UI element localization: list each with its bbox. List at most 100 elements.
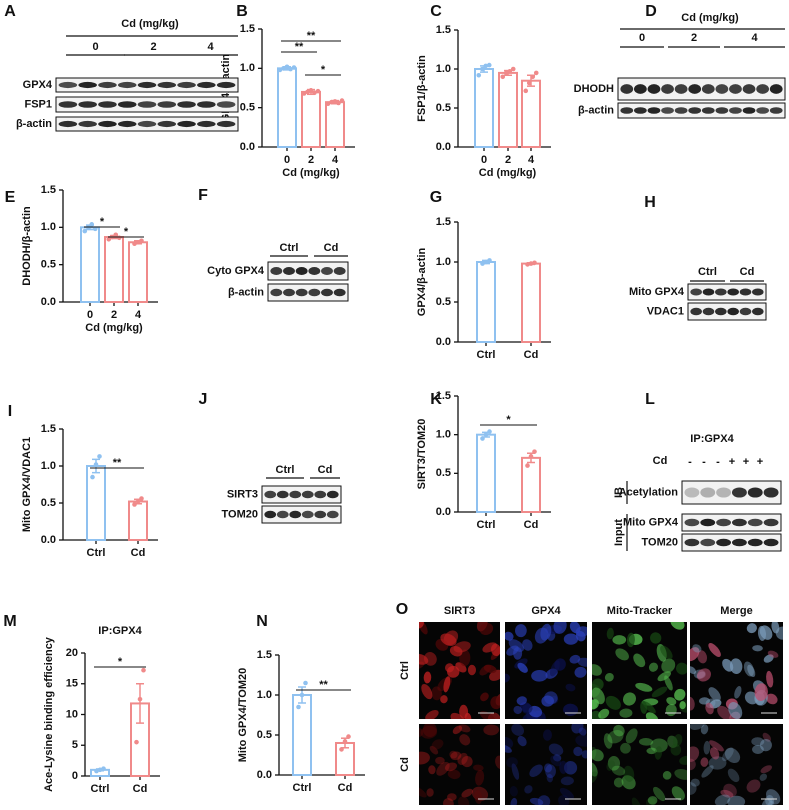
cell [540, 623, 552, 641]
y-tick-label: 1.0 [41, 460, 56, 472]
cell [708, 687, 721, 702]
cell [622, 692, 637, 706]
blot-band [769, 107, 783, 114]
y-tick-label: 1.0 [436, 63, 451, 75]
cell [443, 798, 454, 805]
blot-band [314, 490, 327, 499]
cell [515, 624, 527, 638]
panel-label: O [396, 601, 408, 618]
cell [431, 739, 444, 750]
cell [761, 798, 773, 805]
data-point [503, 70, 509, 76]
blot-band [702, 307, 715, 316]
data-point [277, 67, 283, 73]
blot-band [727, 307, 739, 316]
data-point [339, 98, 345, 103]
bar [128, 500, 148, 541]
cell [760, 765, 772, 774]
cell [700, 757, 709, 767]
data-point [113, 232, 119, 238]
cell [419, 728, 424, 737]
y-tick-label: 1.0 [240, 62, 255, 74]
cell [419, 653, 429, 665]
data-point [303, 680, 308, 686]
blot-band [763, 518, 779, 527]
data-point [487, 429, 492, 434]
data-point [101, 766, 106, 771]
y-tick-label: 0.0 [257, 769, 272, 781]
cell [620, 742, 631, 754]
cell [516, 696, 527, 706]
cell [578, 727, 587, 736]
cell [762, 732, 772, 742]
row-header: Cd [399, 757, 411, 772]
group-label: Cd [324, 242, 339, 254]
cell [511, 763, 520, 780]
cell [765, 693, 778, 705]
cell [549, 660, 560, 677]
cell [443, 676, 451, 693]
blot-band [157, 101, 177, 108]
blot-strip [617, 102, 786, 119]
cell [543, 763, 553, 773]
row-header: Ctrl [399, 661, 411, 680]
cell [479, 711, 496, 719]
group-label: Ctrl [280, 242, 299, 254]
blot-band [197, 120, 216, 128]
x-tick-label: Ctrl [91, 783, 110, 795]
data-point [342, 739, 348, 744]
panel-label: D [645, 3, 657, 20]
cell [517, 662, 528, 673]
data-point [507, 69, 513, 74]
cell [708, 643, 721, 657]
cell [569, 654, 581, 664]
micrograph-bg [419, 724, 500, 805]
cell [626, 632, 635, 648]
blot-band [684, 538, 700, 547]
data-point [97, 454, 102, 459]
blot-band [715, 107, 729, 114]
cell [559, 760, 568, 774]
blot-band [98, 101, 117, 108]
cell [635, 682, 653, 692]
cell [446, 665, 460, 678]
blot-band [690, 288, 702, 296]
cell [480, 692, 489, 702]
group-label: 4 [207, 41, 214, 53]
blot-band [197, 81, 216, 89]
bar [476, 433, 496, 513]
y-tick-label: 0 [72, 770, 78, 782]
group-label: Cd [740, 266, 755, 278]
blot-strip [267, 261, 349, 281]
cell [506, 757, 518, 768]
cell [653, 786, 666, 802]
panel-label: C [430, 3, 442, 20]
cell [419, 622, 424, 629]
cell [650, 632, 662, 644]
data-point [135, 239, 141, 245]
panel-label: F [198, 187, 208, 204]
y-axis-label: Mito GPX4/VDAC1 [21, 437, 33, 532]
row-label: TOM20 [642, 536, 678, 548]
blot-header: Cd (mg/kg) [681, 12, 739, 24]
data-point [483, 259, 489, 265]
x-tick-label: Cd [524, 519, 539, 531]
cell [506, 645, 519, 656]
cell [648, 662, 659, 672]
significance-label: * [124, 226, 129, 238]
cell [522, 704, 533, 714]
panel-label: J [199, 391, 208, 408]
blot-band [314, 510, 327, 519]
x-tick-label: Cd [524, 349, 539, 361]
cell [709, 747, 720, 760]
bar [80, 226, 100, 303]
cell [435, 756, 445, 765]
y-tick-label: 1.5 [41, 184, 56, 196]
data-point [135, 499, 141, 504]
cell [619, 708, 633, 718]
blot-band [739, 307, 752, 316]
x-tick-label: Ctrl [87, 547, 106, 559]
data-point [97, 767, 103, 773]
cell [613, 724, 625, 737]
cell [751, 737, 765, 746]
